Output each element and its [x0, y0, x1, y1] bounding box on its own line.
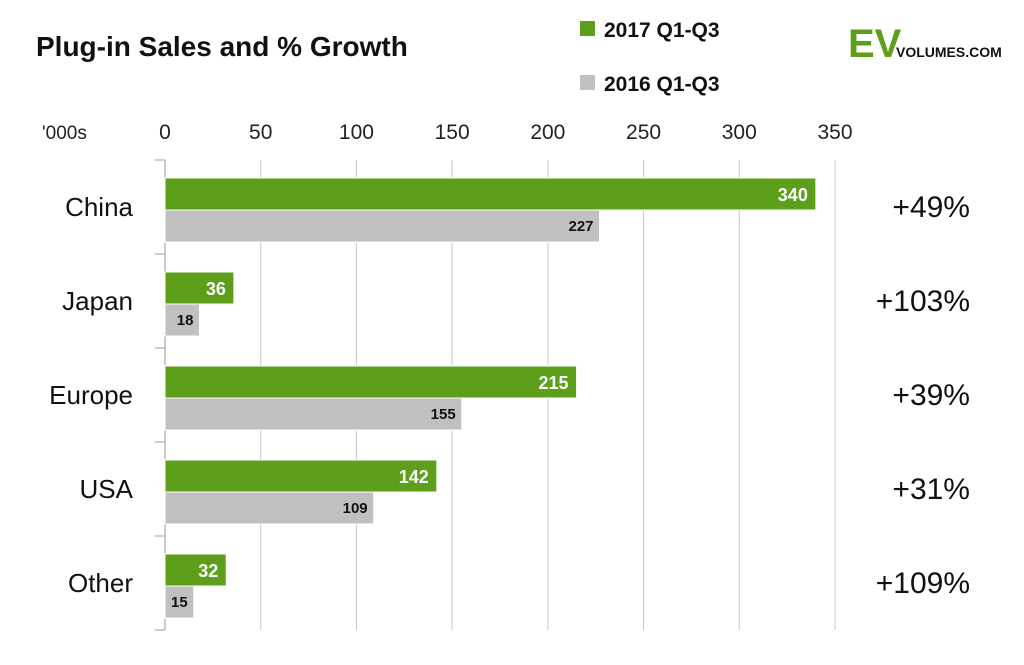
data-label-2016: 227: [569, 218, 594, 235]
legend-swatch-2017: [580, 21, 595, 36]
category-label: USA: [80, 474, 134, 504]
x-tick-label: 200: [530, 121, 565, 144]
category-label: Japan: [62, 286, 133, 316]
bar-2016-other: [164, 585, 195, 619]
logo-volumes: VOLUMES.COM: [896, 44, 1002, 60]
data-label-2017: 32: [198, 561, 218, 581]
growth-label: +109%: [876, 567, 970, 600]
data-label-2017: 142: [399, 467, 429, 487]
unit-label: '000s: [42, 123, 87, 144]
x-tick-label: 100: [339, 121, 374, 144]
bar-2017-china: [164, 177, 817, 211]
data-label-2016: 18: [177, 312, 194, 329]
data-label-2017: 36: [206, 279, 226, 299]
bar-2017-europe: [164, 365, 578, 399]
logo-ev: EV: [848, 22, 902, 66]
bar-2016-japan: [164, 303, 200, 337]
x-tick-label: 300: [722, 121, 757, 144]
growth-label: +49%: [892, 191, 970, 224]
bar-2016-europe: [164, 397, 463, 431]
bar-2016-usa: [164, 491, 375, 525]
category-label: China: [65, 192, 133, 222]
data-label-2017: 215: [539, 373, 569, 393]
legend: 2017 Q1-Q3 2016 Q1-Q3: [580, 19, 720, 96]
bar-2017-other: [164, 553, 227, 587]
data-label-2017: 340: [778, 185, 808, 205]
category-label: Europe: [49, 380, 133, 410]
logo: EV VOLUMES.COM: [848, 22, 1002, 66]
x-tick-label: 250: [626, 121, 661, 144]
x-tick-label: 50: [249, 121, 272, 144]
legend-swatch-2016: [580, 75, 595, 90]
x-tick-label: 150: [435, 121, 470, 144]
category-label: Other: [68, 568, 133, 598]
growth-label: +103%: [876, 285, 970, 318]
data-label-2016: 155: [431, 406, 456, 423]
legend-label-2016: 2016 Q1-Q3: [604, 73, 720, 96]
growth-label: +39%: [892, 379, 970, 412]
plot-area: 0 50 100 150 200 250 300 350 China 340 227 +49% Japa…: [49, 121, 970, 631]
bar-2017-japan: [164, 271, 235, 305]
growth-label: +31%: [892, 473, 970, 506]
chart-title: Plug-in Sales and % Growth: [36, 31, 408, 62]
data-label-2016: 109: [343, 500, 368, 517]
bar-2016-china: [164, 209, 601, 243]
bar-2017-usa: [164, 459, 438, 493]
data-label-2016: 15: [171, 594, 188, 611]
x-tick-label: 350: [817, 121, 852, 144]
x-tick-label: 0: [159, 121, 171, 144]
legend-label-2017: 2017 Q1-Q3: [604, 19, 720, 42]
